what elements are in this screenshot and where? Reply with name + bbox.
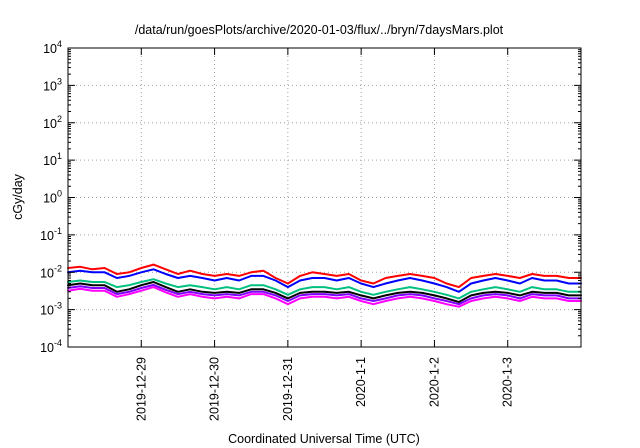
y-tick-label: 102 xyxy=(43,114,62,131)
x-tick-labels: 2019-12-29 2019-12-30 2019-12-31 2020-1-1 20… xyxy=(134,357,514,421)
y-tick-exponent: -1 xyxy=(54,226,62,236)
y-tick-exponent: 2 xyxy=(57,114,62,124)
series-line xyxy=(67,283,582,306)
y-tick-label: 10-1 xyxy=(40,226,62,243)
y-tick-exponent: -4 xyxy=(54,338,62,348)
chart-title: /data/run/goesPlots/archive/2020-01-03/f… xyxy=(135,23,504,37)
series-line xyxy=(67,278,582,300)
y-tick-exponent: 3 xyxy=(57,76,62,86)
x-tick-label: 2020-1-2 xyxy=(427,357,441,407)
y-tick-label: 104 xyxy=(43,39,62,56)
y-tick-base: 10 xyxy=(40,341,54,355)
y-tick-base: 10 xyxy=(43,117,57,131)
series-line xyxy=(67,286,582,308)
x-tick-label: 2020-1-3 xyxy=(501,357,515,407)
grid-lines xyxy=(68,48,581,347)
y-tick-label: 103 xyxy=(43,76,62,93)
y-tick-base: 10 xyxy=(40,304,54,318)
y-tick-exponent: 1 xyxy=(57,151,62,161)
y-tick-exponent: -2 xyxy=(54,263,62,273)
x-tick-label: 2019-12-29 xyxy=(134,357,148,421)
y-tick-base: 10 xyxy=(43,79,57,93)
y-tick-label: 10-3 xyxy=(40,301,62,318)
x-tick-label: 2019-12-31 xyxy=(281,357,295,421)
x-tick-label: 2020-1-1 xyxy=(354,357,368,407)
y-axis-label: cGy/day xyxy=(11,173,25,220)
y-tick-label: 10-4 xyxy=(40,338,62,355)
y-tick-exponent: -3 xyxy=(54,301,62,311)
x-axis-label: Coordinated Universal Time (UTC) xyxy=(228,432,420,446)
series-line xyxy=(67,281,582,303)
y-tick-exponent: 0 xyxy=(57,189,62,199)
axis-ticks xyxy=(68,47,581,348)
y-tick-base: 10 xyxy=(43,192,57,206)
y-tick-base: 10 xyxy=(40,229,54,243)
y-tick-base: 10 xyxy=(40,266,54,280)
series-line xyxy=(67,263,582,289)
series-line xyxy=(67,268,582,293)
y-tick-label: 10-2 xyxy=(40,263,62,280)
y-tick-exponent: 4 xyxy=(57,39,62,49)
y-tick-base: 10 xyxy=(43,154,57,168)
y-tick-label: 100 xyxy=(43,189,62,206)
series-group xyxy=(67,263,582,308)
y-tick-base: 10 xyxy=(43,42,57,56)
x-tick-label: 2019-12-30 xyxy=(208,357,222,421)
y-tick-label: 101 xyxy=(43,151,62,168)
